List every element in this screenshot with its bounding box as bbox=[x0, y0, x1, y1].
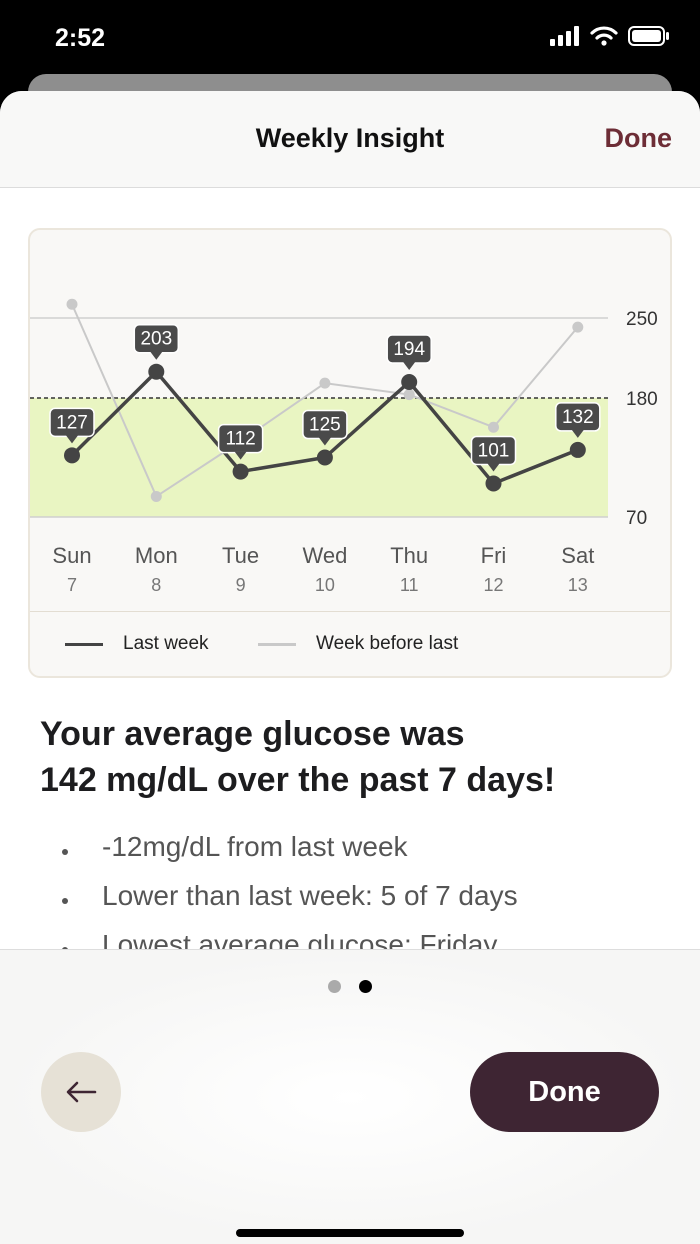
week-before-last-point bbox=[572, 321, 584, 333]
x-tick-day: Fri bbox=[481, 543, 507, 568]
legend-week-before-last: Week before last bbox=[258, 633, 458, 655]
y-tick-label: 70 bbox=[626, 508, 647, 529]
done-button[interactable]: Done bbox=[470, 1052, 659, 1132]
footer-bar: Done bbox=[0, 949, 700, 1244]
x-tick-date: 13 bbox=[568, 575, 588, 595]
bullet-text: Lowest average glucose: Friday bbox=[102, 929, 498, 949]
data-label: 125 bbox=[309, 415, 341, 436]
x-tick-date: 9 bbox=[236, 575, 246, 595]
legend-last-week-label: Last week bbox=[123, 633, 209, 654]
x-tick-day: Mon bbox=[135, 543, 178, 568]
status-bar: 2:52 bbox=[0, 0, 700, 80]
data-label: 127 bbox=[56, 412, 88, 433]
nav-done-button[interactable]: Done bbox=[604, 123, 673, 153]
wifi-icon bbox=[590, 26, 618, 46]
week-before-last-point bbox=[488, 421, 499, 433]
week-before-last-point bbox=[66, 298, 78, 310]
legend-divider bbox=[30, 611, 670, 612]
x-tick-date: 8 bbox=[151, 575, 161, 595]
summary-headline: Your average glucose was 142 mg/dL over … bbox=[40, 711, 660, 803]
data-label: 101 bbox=[478, 440, 510, 461]
navigation-bar: Weekly Insight Done bbox=[0, 91, 700, 188]
bullet-dot bbox=[62, 898, 68, 904]
page-indicator[interactable] bbox=[328, 980, 372, 993]
x-tick-day: Thu bbox=[390, 543, 428, 568]
last-week-point bbox=[569, 441, 586, 458]
x-tick-day: Sat bbox=[561, 543, 594, 568]
x-tick-day: Sun bbox=[52, 543, 91, 568]
legend-last-week-swatch bbox=[65, 642, 103, 646]
cellular-signal-icon bbox=[550, 26, 579, 46]
status-time: 2:52 bbox=[55, 24, 106, 52]
summary-bullet-list: -12mg/dL from last week Lower than last … bbox=[0, 831, 700, 949]
arrow-left-icon bbox=[66, 1081, 97, 1103]
value-callout-pointer bbox=[571, 429, 584, 438]
home-indicator bbox=[236, 1229, 464, 1237]
week-before-last-point bbox=[150, 490, 162, 502]
last-week-point bbox=[316, 449, 333, 466]
battery-icon bbox=[628, 26, 669, 46]
summary-line-1: Your average glucose was bbox=[40, 715, 465, 753]
data-label: 132 bbox=[562, 407, 594, 428]
value-callout-pointer bbox=[318, 437, 331, 446]
last-week-point bbox=[485, 475, 502, 492]
status-icons bbox=[550, 26, 670, 46]
bullet-text: -12mg/dL from last week bbox=[102, 831, 408, 862]
x-tick-date: 11 bbox=[400, 575, 419, 595]
bullet-text: Lower than last week: 5 of 7 days bbox=[102, 880, 518, 911]
value-callout-pointer bbox=[150, 351, 163, 360]
last-week-point bbox=[401, 374, 418, 390]
bullet-item: Lowest average glucose: Friday bbox=[0, 929, 700, 949]
glucose-chart: 70 180 250 127 203 112 125 194 101 132 Sun 7 Mon 8 Tue… bbox=[30, 298, 658, 595]
value-callout-pointer bbox=[487, 463, 500, 472]
value-callout-pointer bbox=[66, 435, 78, 444]
back-button[interactable] bbox=[41, 1052, 121, 1132]
data-label: 112 bbox=[225, 429, 255, 450]
chart-legend: Last week Week before last bbox=[30, 633, 670, 663]
x-tick-day: Wed bbox=[302, 543, 347, 568]
x-tick-day: Tue bbox=[222, 543, 259, 568]
page-dot[interactable] bbox=[328, 980, 341, 993]
legend-week-before-last-label: Week before last bbox=[316, 633, 459, 654]
last-week-point bbox=[148, 363, 165, 380]
y-tick-label: 180 bbox=[626, 389, 658, 410]
bullet-item: Lower than last week: 5 of 7 days bbox=[0, 880, 700, 928]
y-tick-label: 250 bbox=[626, 309, 658, 330]
bullet-item: -12mg/dL from last week bbox=[0, 831, 700, 879]
bullet-dot bbox=[62, 849, 68, 855]
value-callout-pointer bbox=[234, 451, 247, 460]
week-before-last-point bbox=[319, 377, 331, 389]
last-week-point bbox=[64, 447, 80, 464]
bullet-dot bbox=[62, 947, 68, 949]
value-callout-pointer bbox=[403, 362, 416, 370]
weekly-insight-sheet: Weekly Insight Done 70 180 250 127 203 112 125… bbox=[0, 91, 700, 1244]
week-before-last-point bbox=[403, 389, 415, 401]
legend-last-week: Last week bbox=[65, 633, 209, 655]
data-label: 203 bbox=[140, 329, 172, 350]
x-tick-date: 12 bbox=[483, 575, 503, 595]
x-tick-date: 7 bbox=[67, 575, 77, 595]
legend-week-before-last-swatch bbox=[258, 642, 296, 646]
data-label: 194 bbox=[393, 339, 425, 360]
last-week-point bbox=[232, 463, 249, 480]
x-tick-date: 10 bbox=[315, 575, 335, 595]
summary-line-2: 142 mg/dL over the past 7 days! bbox=[40, 761, 556, 799]
page-title: Weekly Insight bbox=[255, 123, 445, 153]
page-dot-active[interactable] bbox=[359, 980, 372, 993]
glucose-chart-card: 70 180 250 127 203 112 125 194 101 132 Sun 7 Mon 8 Tue… bbox=[28, 228, 672, 678]
